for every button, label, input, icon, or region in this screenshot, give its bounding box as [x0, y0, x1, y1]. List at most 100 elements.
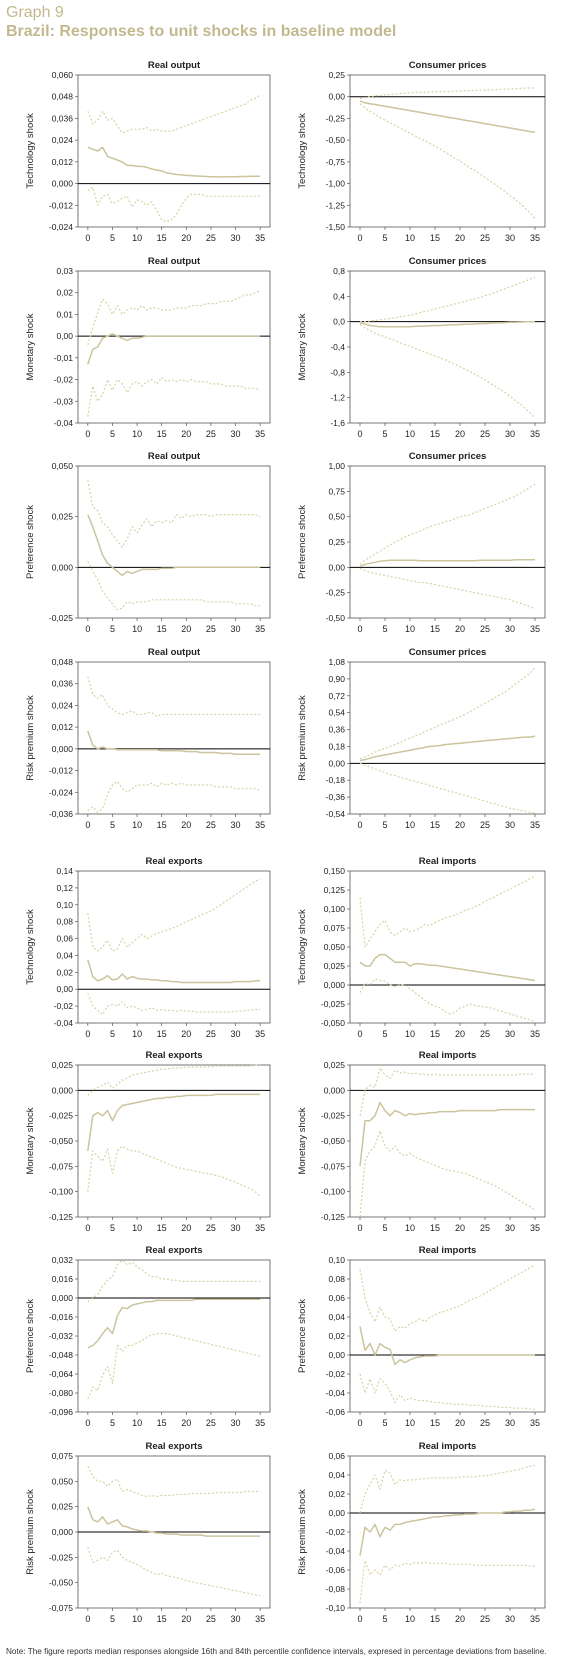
x-tick-label: 15: [157, 1029, 167, 1039]
x-tick-label: 5: [110, 624, 115, 634]
series-lower-line: [359, 978, 536, 1023]
y-tick-label: -0,06: [326, 1565, 346, 1575]
x-tick-label: 20: [181, 1223, 191, 1233]
y-tick-label: -1,6: [330, 418, 345, 428]
y-tick-label: -1,00: [326, 179, 346, 189]
chart-panel-real-exports-risk-premium-shock: Real exports 0,075 0,050 0,025 0,000 -0,025 -0…: [25, 1441, 271, 1624]
series-median-line: [87, 1506, 261, 1537]
y-axis-label: Risk premium shock: [297, 1489, 308, 1575]
x-tick-label: 15: [157, 820, 167, 830]
y-tick-label: -0,25: [326, 588, 346, 598]
series-upper-line: [359, 483, 536, 565]
series-median-line: [87, 1298, 261, 1349]
x-tick-label: 30: [231, 233, 241, 243]
plot-frame: [349, 870, 546, 1024]
y-tick-label: -0,54: [326, 809, 346, 819]
x-tick-label: 20: [455, 429, 465, 439]
y-tick-label: -0,016: [49, 1312, 73, 1322]
y-tick-label: -0,036: [49, 809, 73, 819]
y-tick-label: -0,075: [49, 1603, 73, 1613]
x-tick-label: 20: [455, 233, 465, 243]
x-tick-label: 5: [110, 1029, 115, 1039]
y-tick-label: 0,025: [52, 1060, 74, 1070]
y-tick-label: 0,100: [324, 904, 346, 914]
y-tick-label: -0,100: [321, 1187, 345, 1197]
x-tick-label: 25: [206, 1029, 216, 1039]
y-tick-label: 0,00: [328, 562, 345, 572]
y-tick-label: 0,90: [328, 674, 345, 684]
plot-frame: [349, 661, 546, 815]
y-tick-label: -0,025: [49, 1111, 73, 1121]
x-tick-label: 35: [530, 624, 540, 634]
series-upper-line: [87, 1064, 261, 1096]
series-upper-line: [87, 289, 261, 345]
series-lower-line: [87, 993, 261, 1016]
series-median-line: [87, 730, 261, 756]
series-upper-line: [359, 1067, 535, 1116]
series-upper-line: [87, 1465, 261, 1498]
chart-panel-real-output-monetary-shock: Real output 0,03 0,02 0,01 0,00 -0,01 -0,02 -0,…: [25, 256, 271, 439]
x-tick-label: 5: [382, 1418, 387, 1428]
y-tick-label: 0,06: [328, 1293, 345, 1303]
y-tick-label: 0,025: [52, 1502, 74, 1512]
x-tick-label: 20: [455, 1418, 465, 1428]
y-axis-label: Technology shock: [297, 909, 308, 985]
x-tick-label: 25: [206, 820, 216, 830]
y-tick-label: 1,08: [328, 657, 345, 667]
x-tick-label: 10: [405, 1029, 415, 1039]
x-tick-label: 10: [405, 1223, 415, 1233]
x-tick-label: 10: [405, 429, 415, 439]
plot-frame: [349, 1455, 546, 1609]
x-tick-label: 25: [206, 1418, 216, 1428]
series-upper-line: [87, 480, 261, 548]
y-axis-label: Technology shock: [25, 909, 36, 985]
x-tick-label: 15: [430, 233, 440, 243]
x-tick-label: 10: [405, 1418, 415, 1428]
plot-frame: [77, 465, 271, 619]
series-lower-line: [359, 1559, 535, 1604]
y-tick-label: 0,0: [333, 317, 345, 327]
y-tick-label: 0,02: [328, 1489, 345, 1499]
series-lower-line: [87, 780, 261, 813]
x-tick-label: 20: [181, 429, 191, 439]
series-lower-line: [87, 1145, 261, 1198]
y-tick-label: -0,02: [54, 375, 74, 385]
x-tick-label: 30: [231, 820, 241, 830]
series-median-line: [359, 735, 536, 762]
y-tick-label: 0,000: [52, 1085, 74, 1095]
y-tick-label: -0,18: [326, 775, 346, 785]
series-median-line: [359, 1101, 535, 1167]
y-axis-label: Monetary shock: [25, 313, 36, 380]
x-tick-label: 35: [530, 429, 540, 439]
y-tick-label: -0,050: [49, 1578, 73, 1588]
y-tick-label: -0,02: [326, 1527, 346, 1537]
x-tick-label: 35: [530, 1418, 540, 1428]
x-tick-label: 15: [157, 1418, 167, 1428]
series-median-line: [87, 959, 261, 984]
x-tick-label: 30: [505, 1029, 515, 1039]
chart-panel-real-imports-monetary-shock: Real imports 0,025 0,000 -0,025 -0,050 -0,075…: [297, 1050, 546, 1233]
y-tick-label: 0,000: [52, 744, 74, 754]
y-tick-label: -0,012: [49, 200, 73, 210]
y-tick-label: 0,032: [52, 1255, 74, 1265]
chart-title: Consumer prices: [409, 256, 487, 267]
series-lower-line: [87, 1332, 261, 1400]
series-median-line: [359, 953, 536, 982]
series-upper-line: [87, 676, 261, 717]
x-tick-label: 0: [357, 820, 362, 830]
series-median-line: [87, 146, 261, 178]
x-tick-label: 0: [357, 1223, 362, 1233]
y-axis-label: Monetary shock: [297, 1107, 308, 1174]
series-median-line: [87, 514, 261, 577]
x-tick-label: 35: [530, 1614, 540, 1624]
y-tick-label: 0,048: [52, 92, 74, 102]
y-tick-label: -1,50: [326, 222, 346, 232]
x-tick-label: 20: [181, 624, 191, 634]
chart-panel-consumer-prices-monetary-shock: Consumer prices 0,8 0,4 0,0 -0,4 -0,8 -1,2 -1,6…: [297, 256, 546, 439]
x-tick-label: 15: [430, 429, 440, 439]
y-tick-label: 0,125: [324, 885, 346, 895]
x-tick-label: 15: [157, 429, 167, 439]
y-tick-label: 0,8: [333, 266, 345, 276]
x-tick-label: 0: [357, 1029, 362, 1039]
y-tick-label: 0,000: [324, 980, 346, 990]
